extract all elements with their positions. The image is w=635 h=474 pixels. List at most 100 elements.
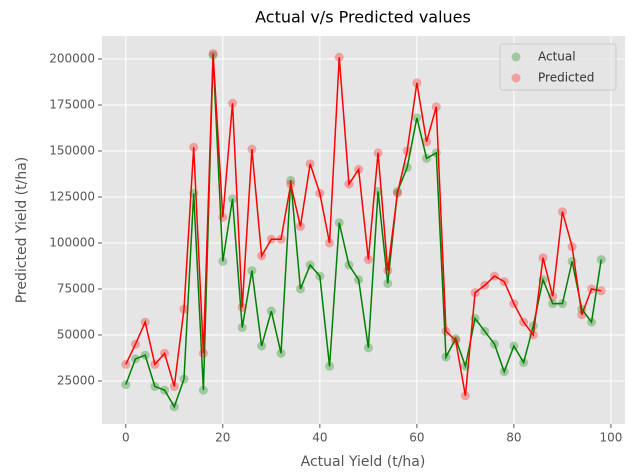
- plot-area: [102, 36, 625, 424]
- data-point: [422, 137, 432, 147]
- data-point: [130, 339, 140, 349]
- y-axis-label: Predicted Yield (t/ha): [14, 157, 30, 304]
- data-point: [519, 358, 529, 368]
- data-point: [451, 335, 461, 345]
- data-point: [577, 304, 587, 314]
- data-point: [548, 291, 558, 301]
- data-point: [295, 221, 305, 231]
- data-point: [548, 299, 558, 309]
- data-point: [257, 251, 267, 261]
- legend-marker: [511, 52, 521, 62]
- data-point: [557, 207, 567, 217]
- data-point: [208, 50, 218, 60]
- x-tick-label: 60: [409, 431, 424, 445]
- data-point: [538, 275, 548, 285]
- data-point: [295, 284, 305, 294]
- data-point: [480, 280, 490, 290]
- y-tick-label: 200000: [49, 51, 95, 65]
- data-point: [189, 188, 199, 198]
- data-point: [383, 278, 393, 288]
- data-point: [354, 164, 364, 174]
- data-point: [140, 317, 150, 327]
- data-point: [422, 153, 432, 163]
- data-point: [179, 374, 189, 384]
- data-point: [160, 348, 170, 358]
- data-point: [150, 359, 160, 369]
- data-point: [373, 186, 383, 196]
- data-point: [363, 343, 373, 353]
- data-point: [237, 323, 247, 333]
- data-point: [305, 260, 315, 270]
- data-point: [392, 186, 402, 196]
- data-point: [305, 159, 315, 169]
- data-point: [150, 381, 160, 391]
- data-point: [189, 142, 199, 152]
- data-point: [315, 271, 325, 281]
- data-point: [412, 113, 422, 123]
- data-point: [509, 299, 519, 309]
- data-point: [470, 313, 480, 323]
- data-point: [441, 352, 451, 362]
- data-point: [334, 218, 344, 228]
- data-point: [528, 321, 538, 331]
- data-point: [596, 255, 606, 265]
- legend-label: Predicted: [538, 71, 594, 85]
- data-point: [557, 299, 567, 309]
- data-point: [509, 341, 519, 351]
- data-point: [218, 212, 228, 222]
- data-point: [489, 339, 499, 349]
- legend-box: [499, 43, 617, 91]
- data-point: [266, 306, 276, 316]
- data-point: [363, 255, 373, 265]
- data-point: [431, 148, 441, 158]
- data-point: [383, 266, 393, 276]
- y-tick-label: 75000: [57, 281, 95, 295]
- data-point: [121, 359, 131, 369]
- data-point: [587, 317, 597, 327]
- data-point: [538, 253, 548, 263]
- data-point: [431, 102, 441, 112]
- data-point: [567, 256, 577, 266]
- data-point: [354, 275, 364, 285]
- data-point: [460, 361, 470, 371]
- data-point: [499, 277, 509, 287]
- data-point: [218, 256, 228, 266]
- y-tick-label: 150000: [49, 143, 95, 157]
- data-point: [198, 348, 208, 358]
- data-point: [169, 402, 179, 412]
- data-point: [228, 194, 238, 204]
- data-point: [402, 163, 412, 173]
- data-point: [130, 354, 140, 364]
- data-point: [470, 288, 480, 298]
- data-point: [247, 266, 257, 276]
- legend-marker: [511, 73, 521, 83]
- data-point: [325, 238, 335, 248]
- data-point: [160, 385, 170, 395]
- data-point: [489, 271, 499, 281]
- data-point: [373, 148, 383, 158]
- data-point: [169, 381, 179, 391]
- x-tick-label: 80: [506, 431, 521, 445]
- data-point: [266, 234, 276, 244]
- data-point: [179, 304, 189, 314]
- data-point: [198, 385, 208, 395]
- x-tick-label: 40: [312, 431, 327, 445]
- data-point: [577, 310, 587, 320]
- data-point: [257, 341, 267, 351]
- data-point: [344, 179, 354, 189]
- data-point: [451, 334, 461, 344]
- data-point: [325, 361, 335, 371]
- data-point: [208, 48, 218, 58]
- data-point: [596, 286, 606, 296]
- data-point: [237, 302, 247, 312]
- data-point: [392, 188, 402, 198]
- data-point: [276, 234, 286, 244]
- data-point: [334, 52, 344, 62]
- data-point: [480, 326, 490, 336]
- data-point: [567, 242, 577, 252]
- data-point: [441, 326, 451, 336]
- x-tick-label: 0: [122, 431, 130, 445]
- chart-title: Actual v/s Predicted values: [255, 8, 471, 27]
- data-point: [460, 391, 470, 401]
